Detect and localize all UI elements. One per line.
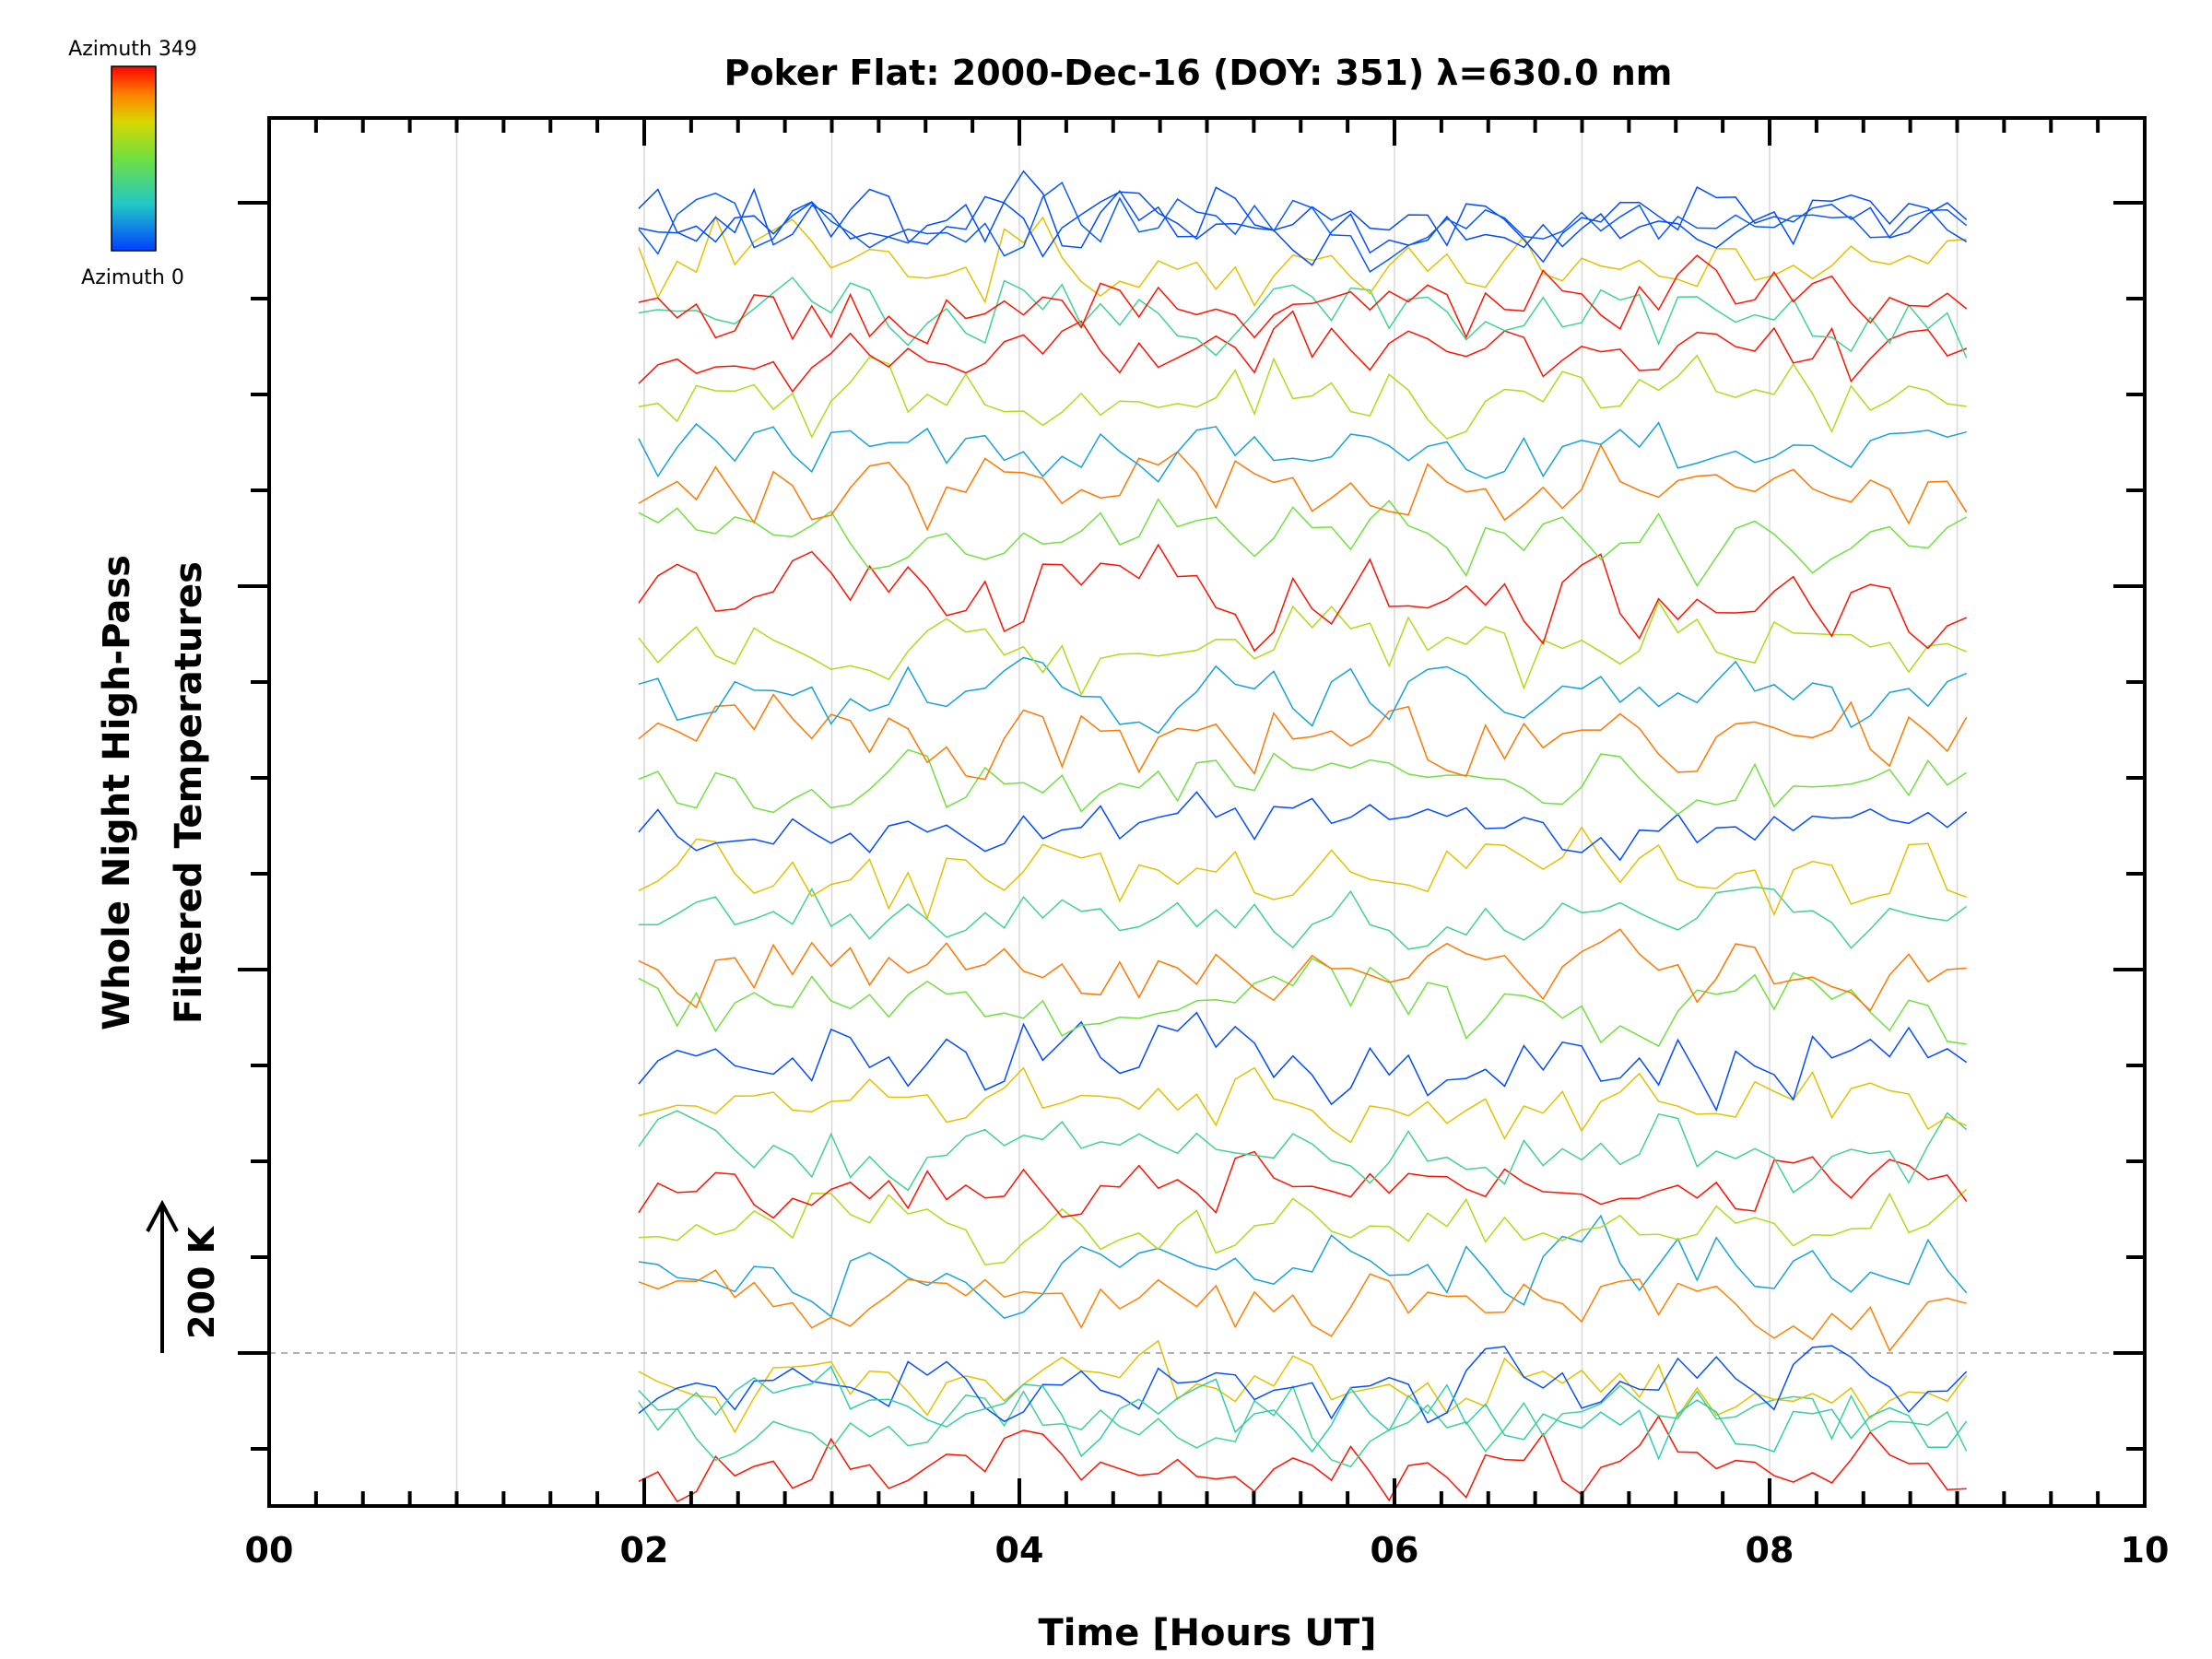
series-line	[638, 791, 1968, 862]
series-line	[638, 354, 1967, 440]
x-tick-label-06: 06	[1371, 1530, 1419, 1571]
series-line	[638, 1345, 1968, 1424]
series-line	[638, 1011, 1968, 1112]
series-line	[638, 181, 1968, 273]
scale-bar-label: 200 K	[182, 1225, 222, 1339]
series-line	[638, 928, 1967, 1012]
series-line	[638, 170, 1968, 264]
x-tick-label-10: 10	[2121, 1530, 2170, 1571]
x-tick-label-00: 00	[245, 1530, 294, 1571]
series-line	[638, 957, 1967, 1048]
series-line	[638, 188, 1968, 266]
series-line	[638, 1269, 1967, 1352]
series-line	[638, 310, 1967, 394]
x-tick-label-08: 08	[1746, 1530, 1794, 1571]
series-line	[638, 443, 1968, 532]
axis-ticks	[238, 118, 2147, 1506]
series-line	[638, 748, 1968, 816]
series-lines	[638, 170, 1968, 1503]
x-axis-label: Time [Hours UT]	[1039, 1612, 1377, 1654]
series-line	[638, 421, 1967, 483]
series-line	[638, 693, 1968, 781]
series-line	[638, 886, 1968, 950]
series-line	[638, 1415, 1967, 1503]
colorbar: Azimuth 349 Azimuth 0	[68, 38, 197, 289]
series-line	[638, 276, 1968, 359]
y-axis-label-line1: Whole Night High-Pass	[96, 555, 138, 1030]
x-tick-label-04: 04	[995, 1530, 1044, 1571]
series-line	[638, 1110, 1968, 1194]
series-line	[638, 1150, 1968, 1219]
series-line	[638, 1188, 1968, 1266]
x-tick-labels: 00 02 04 06 08 10	[245, 1530, 2170, 1571]
series-line	[638, 498, 1968, 587]
vertical-gridlines	[455, 118, 1959, 1506]
colorbar-gradient	[111, 65, 157, 252]
series-line	[638, 254, 1968, 345]
chart-title: Poker Flat: 2000-Dec-16 (DOY: 351) λ=630…	[724, 53, 1673, 93]
series-line	[638, 826, 1967, 921]
colorbar-top-label: Azimuth 349	[68, 38, 197, 61]
series-line	[638, 543, 1967, 653]
x-tick-label-02: 02	[620, 1530, 669, 1571]
series-line	[638, 215, 1967, 308]
scale-arrow	[146, 1199, 179, 1353]
series-line	[638, 1365, 1968, 1461]
series-line	[638, 1339, 1968, 1434]
series-line	[638, 600, 1967, 697]
colorbar-bottom-label: Azimuth 0	[81, 266, 184, 289]
series-line	[638, 1384, 1968, 1468]
y-axis-label-line2: Filtered Temperatures	[168, 561, 210, 1024]
series-line	[638, 656, 1967, 735]
series-line	[638, 1214, 1968, 1320]
series-line	[638, 1066, 1968, 1144]
